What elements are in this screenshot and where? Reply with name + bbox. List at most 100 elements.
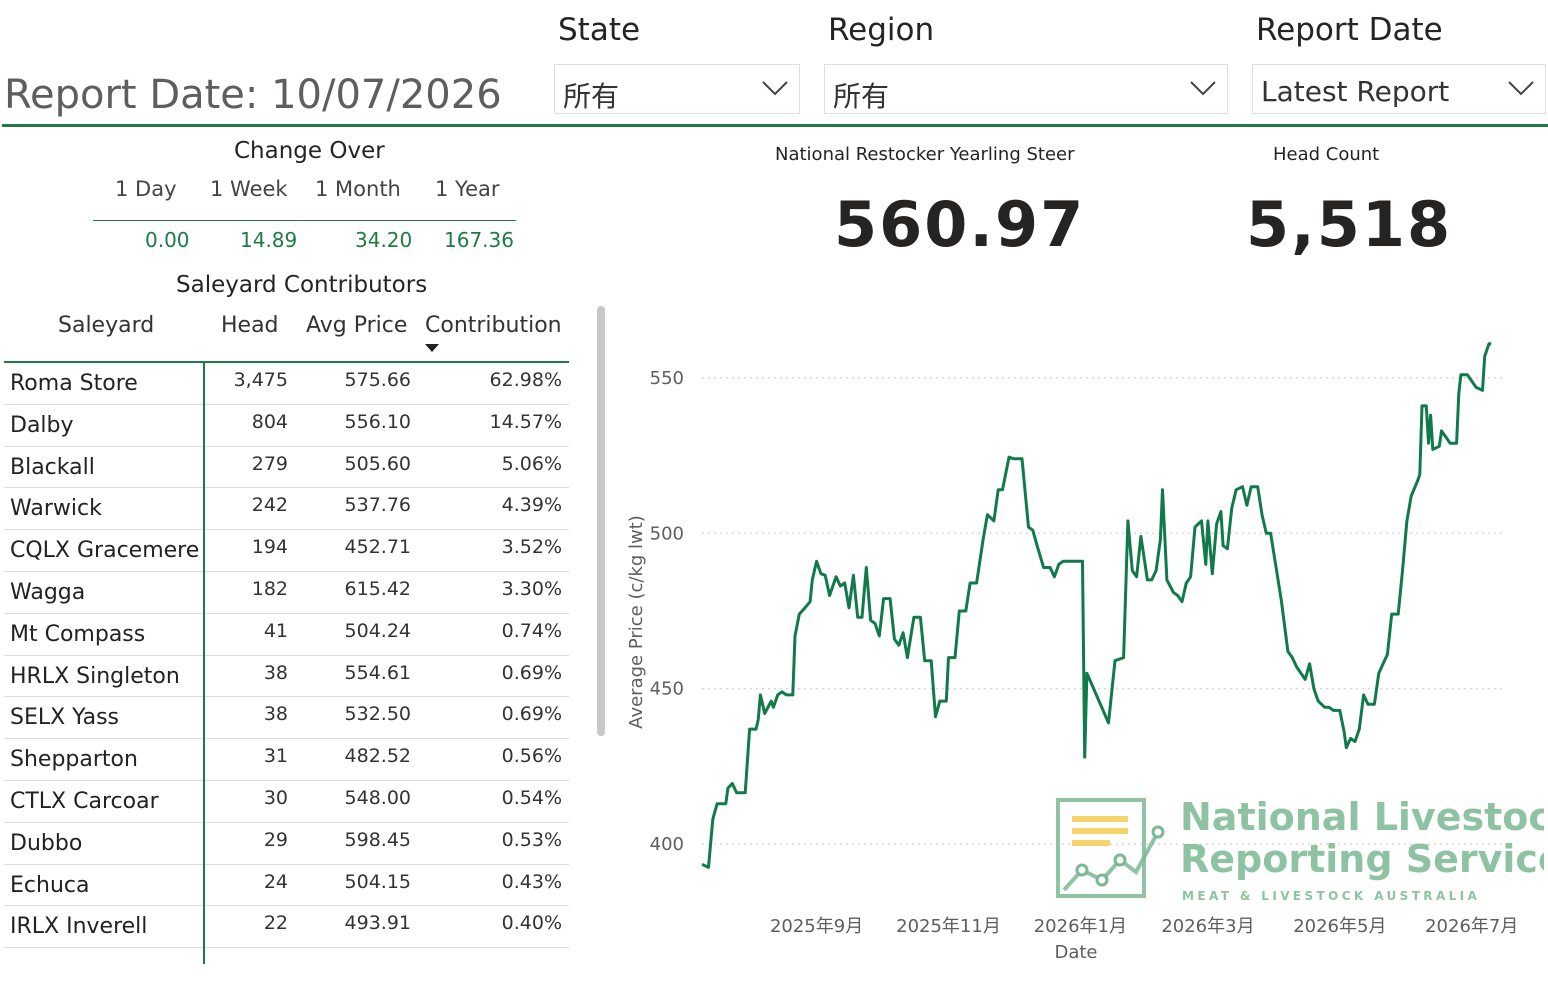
head-count-cell: 38 — [263, 661, 288, 684]
avg-price-cell: 505.60 — [344, 452, 411, 475]
avg-price-cell: 575.66 — [344, 369, 411, 391]
avg-price-cell: 493.91 — [344, 912, 411, 935]
x-axis-title: Date — [1054, 942, 1097, 963]
saleyard-name: CQLX Gracemere — [10, 538, 200, 564]
change-over-label-day: 1 Day — [115, 177, 177, 201]
saleyard-name: Warwick — [10, 496, 102, 522]
contribution-cell: 3.30% — [501, 577, 562, 600]
head-count-cell: 279 — [251, 452, 288, 475]
chevron-down-icon — [1190, 81, 1216, 96]
contribution-cell: 62.98% — [489, 369, 562, 391]
column-header-head[interactable]: Head — [221, 313, 279, 338]
head-count-cell: 24 — [263, 870, 288, 893]
chevron-down-icon — [762, 81, 788, 96]
head-count-cell: 182 — [251, 577, 288, 600]
saleyard-name: CTLX Carcoar — [10, 788, 159, 814]
table-row[interactable]: Dubbo 29 598.45 0.53% — [4, 823, 569, 865]
saleyard-name: Roma Store — [10, 371, 138, 396]
kpi-headcount-value: 5,518 — [1246, 188, 1453, 261]
saleyard-contributors-title: Saleyard Contributors — [176, 272, 428, 298]
change-over-value-day: 0.00 — [145, 228, 190, 252]
state-dropdown[interactable]: 所有 — [554, 64, 800, 114]
head-count-cell: 31 — [263, 745, 288, 768]
x-tick-label: 2026年5月 — [1293, 916, 1386, 937]
y-tick-label: 450 — [650, 679, 684, 700]
avg-price-cell: 532.50 — [344, 703, 411, 726]
x-tick-label: 2026年3月 — [1161, 916, 1254, 937]
sort-descending-icon[interactable] — [425, 344, 439, 352]
table-row[interactable]: IRLX Inverell 22 493.91 0.40% — [4, 906, 569, 949]
saleyard-name: SELX Yass — [10, 705, 120, 731]
avg-price-cell: 504.24 — [344, 619, 411, 642]
contribution-cell: 0.69% — [501, 661, 562, 684]
column-header-saleyard[interactable]: Saleyard — [58, 313, 155, 338]
table-row[interactable]: Roma Store 3,475 575.66 62.98% — [4, 363, 569, 405]
region-dropdown-value: 所有 — [833, 80, 890, 113]
saleyard-name: Wagga — [10, 579, 86, 605]
saleyard-name: Mt Compass — [10, 621, 146, 647]
avg-price-cell: 452.71 — [344, 536, 411, 559]
report-date-slicer-title: Report Date — [1256, 12, 1443, 48]
avg-price-cell: 482.52 — [344, 745, 411, 768]
header-divider — [2, 124, 1548, 127]
change-over-label-month: 1 Month — [315, 177, 401, 201]
contribution-cell: 0.74% — [501, 619, 562, 642]
contribution-cell: 0.53% — [501, 828, 562, 851]
change-over-value-year: 167.36 — [444, 228, 514, 252]
change-over-divider — [93, 220, 516, 221]
kpi-restocker-label: National Restocker Yearling Steer — [775, 144, 1075, 165]
saleyard-name: Dalby — [10, 412, 74, 438]
report-date-dropdown-value: Latest Report — [1261, 75, 1450, 108]
state-slicer-title: State — [558, 12, 641, 48]
region-dropdown[interactable]: 所有 — [824, 64, 1228, 114]
head-count-cell: 242 — [251, 494, 288, 517]
y-tick-label: 400 — [650, 834, 684, 855]
report-date-dropdown[interactable]: Latest Report — [1252, 64, 1546, 114]
column-header-avg-price[interactable]: Avg Price — [306, 313, 408, 338]
contribution-cell: 5.06% — [501, 452, 562, 475]
avg-price-cell: 615.42 — [344, 577, 411, 600]
logo-bar-3 — [1072, 840, 1110, 846]
change-over-label-week: 1 Week — [210, 177, 288, 201]
table-row[interactable]: Warwick 242 537.76 4.39% — [4, 488, 569, 531]
logo-line-1: National Livestock — [1180, 795, 1544, 839]
head-count-cell: 38 — [263, 703, 288, 726]
contribution-cell: 0.56% — [501, 745, 562, 768]
change-over-value-month: 34.20 — [355, 228, 413, 252]
x-tick-label: 2026年1月 — [1034, 916, 1127, 937]
kpi-headcount-label: Head Count — [1273, 144, 1380, 165]
saleyard-name: IRLX Inverell — [10, 914, 148, 940]
saleyard-name: HRLX Singleton — [10, 663, 180, 689]
table-row[interactable]: HRLX Singleton 38 554.61 0.69% — [4, 656, 569, 698]
head-count-cell: 194 — [251, 536, 288, 559]
table-row[interactable]: Blackall 279 505.60 5.06% — [4, 447, 569, 489]
table-column-divider — [203, 362, 205, 964]
y-axis-title: Average Price (c/kg lwt) — [626, 515, 647, 729]
contribution-cell: 3.52% — [501, 536, 562, 559]
head-count-cell: 29 — [263, 828, 288, 851]
saleyard-name: Shepparton — [10, 747, 138, 773]
price-line-chart: 400 450 500 550 2025年9月 2025年11月 2026年1月 2026年3… — [626, 342, 1544, 963]
contribution-cell: 4.39% — [501, 494, 562, 517]
logo-bar-2 — [1072, 828, 1128, 834]
logo-line-3: MEAT & LIVESTOCK AUSTRALIA — [1182, 889, 1480, 903]
head-count-cell: 22 — [263, 912, 288, 935]
column-header-contribution[interactable]: Contribution — [425, 313, 562, 338]
table-row[interactable]: Wagga 182 615.42 3.30% — [4, 572, 569, 614]
table-scrollbar[interactable] — [597, 306, 605, 736]
table-row[interactable]: Dalby 804 556.10 14.57% — [4, 405, 569, 447]
state-dropdown-value: 所有 — [563, 80, 620, 113]
nlrs-logo: National Livestock Reporting Service MEA… — [1056, 795, 1544, 903]
contribution-cell: 0.69% — [501, 703, 562, 726]
table-row[interactable]: SELX Yass 38 532.50 0.69% — [4, 697, 569, 740]
avg-price-cell: 598.45 — [344, 828, 411, 851]
table-row[interactable]: Shepparton 31 482.52 0.56% — [4, 739, 569, 781]
table-row[interactable]: CQLX Gracemere 194 452.71 3.52% — [4, 530, 569, 572]
change-over-label-year: 1 Year — [435, 177, 500, 201]
chevron-down-icon — [1508, 81, 1534, 96]
y-tick-label: 550 — [650, 368, 684, 389]
head-count-cell: 30 — [263, 786, 288, 809]
table-row[interactable]: CTLX Carcoar 30 548.00 0.54% — [4, 781, 569, 823]
table-row[interactable]: Echuca 24 504.15 0.43% — [4, 865, 569, 907]
table-row[interactable]: Mt Compass 41 504.24 0.74% — [4, 614, 569, 656]
